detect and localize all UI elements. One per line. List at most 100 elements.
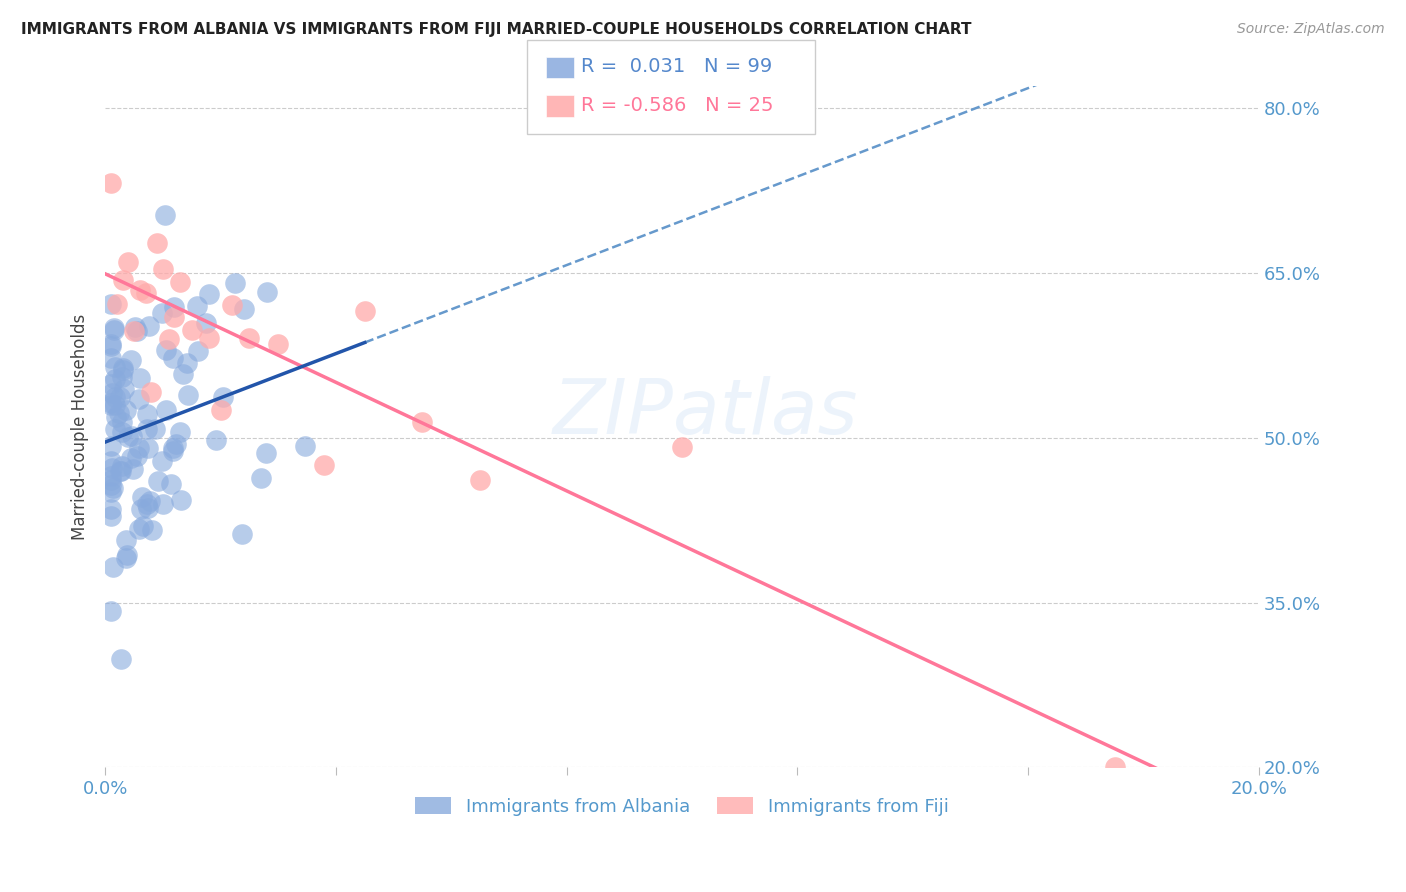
Point — [267, 336, 290, 351]
Text: Source: ZipAtlas.com: Source: ZipAtlas.com — [1237, 22, 1385, 37]
Point — [108, 407, 131, 421]
Point — [131, 501, 153, 516]
Point — [198, 286, 221, 301]
Point — [110, 652, 132, 666]
Point — [152, 261, 174, 276]
Point — [128, 283, 150, 297]
Point — [205, 434, 228, 448]
Point — [162, 443, 184, 458]
Point — [100, 473, 122, 487]
Point — [314, 458, 336, 473]
Point — [176, 388, 198, 402]
Point — [180, 323, 202, 337]
Point — [211, 390, 233, 404]
Point — [128, 371, 150, 385]
Point — [112, 382, 135, 396]
Point — [104, 399, 127, 413]
Point — [176, 356, 198, 370]
Point — [100, 297, 122, 311]
Text: R =  0.031   N = 99: R = 0.031 N = 99 — [581, 57, 772, 77]
Point — [125, 324, 148, 338]
Point — [152, 497, 174, 511]
Point — [108, 464, 131, 478]
Point — [150, 454, 173, 468]
Point — [224, 276, 246, 290]
Point — [163, 300, 186, 314]
Point — [120, 352, 142, 367]
Point — [122, 462, 145, 476]
Point — [100, 398, 122, 412]
Point — [169, 276, 191, 290]
Point — [112, 363, 135, 377]
Point — [187, 344, 209, 359]
Point — [117, 255, 139, 269]
Point — [132, 518, 155, 533]
Point — [162, 441, 184, 455]
Point — [100, 339, 122, 353]
Point — [103, 323, 125, 337]
Text: 20.0%: 20.0% — [1230, 780, 1286, 798]
Point — [221, 298, 243, 312]
Point — [143, 422, 166, 436]
Point — [101, 481, 124, 495]
Point — [148, 475, 170, 489]
Point — [163, 310, 186, 324]
Point — [141, 523, 163, 537]
Text: R = -0.586   N = 25: R = -0.586 N = 25 — [581, 95, 773, 115]
Point — [103, 422, 125, 436]
Point — [104, 372, 127, 386]
Point — [100, 469, 122, 483]
Point — [170, 493, 193, 508]
Point — [121, 429, 143, 443]
Point — [125, 450, 148, 464]
Point — [100, 337, 122, 351]
Point — [155, 208, 177, 222]
Point — [100, 508, 122, 523]
Point — [671, 440, 693, 454]
Point — [128, 522, 150, 536]
Point — [254, 446, 277, 460]
Point — [136, 442, 159, 456]
Point — [150, 306, 173, 320]
Point — [100, 604, 122, 618]
Point — [103, 320, 125, 334]
Point — [101, 461, 124, 475]
Point — [165, 437, 187, 451]
Point — [186, 299, 208, 313]
Point — [100, 484, 122, 499]
Point — [105, 409, 128, 424]
Point — [111, 273, 134, 287]
Point — [100, 376, 122, 391]
Point — [238, 331, 260, 345]
Point — [468, 473, 491, 487]
Point — [135, 407, 157, 421]
Point — [138, 318, 160, 333]
Point — [194, 316, 217, 330]
Point — [162, 351, 184, 365]
Point — [233, 302, 256, 317]
Point — [115, 549, 138, 563]
Point — [100, 502, 122, 516]
Point — [411, 415, 433, 429]
Legend: Immigrants from Albania, Immigrants from Fiji: Immigrants from Albania, Immigrants from… — [408, 789, 956, 823]
Point — [101, 559, 124, 574]
Point — [100, 396, 122, 410]
Point — [155, 403, 177, 417]
Point — [249, 470, 271, 484]
Point — [128, 441, 150, 455]
Point — [100, 439, 122, 453]
Point — [131, 490, 153, 504]
Point — [128, 392, 150, 406]
Point — [209, 403, 232, 417]
Point — [100, 351, 122, 366]
Point — [120, 451, 142, 466]
Point — [139, 494, 162, 508]
Point — [100, 478, 122, 492]
Text: ZIPatlas: ZIPatlas — [553, 376, 858, 450]
Point — [231, 526, 253, 541]
Point — [146, 235, 169, 250]
Text: IMMIGRANTS FROM ALBANIA VS IMMIGRANTS FROM FIJI MARRIED-COUPLE HOUSEHOLDS CORREL: IMMIGRANTS FROM ALBANIA VS IMMIGRANTS FR… — [21, 22, 972, 37]
Point — [198, 331, 221, 345]
Point — [135, 286, 157, 301]
Point — [353, 304, 375, 318]
